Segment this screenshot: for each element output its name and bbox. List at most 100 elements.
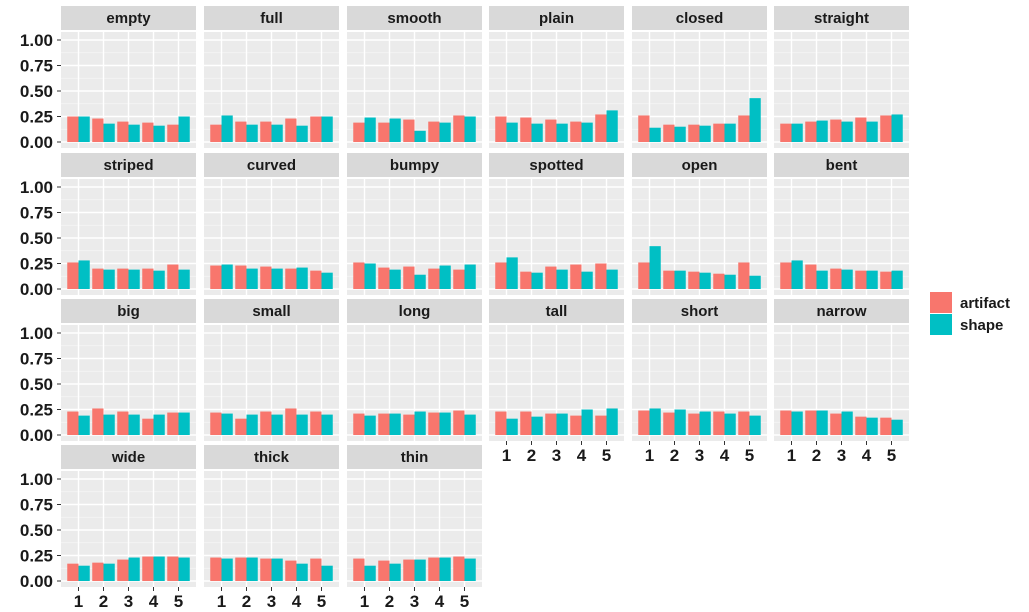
bar-shape	[389, 413, 401, 435]
panel-big: big 0.00 0.25 0.50 0.75 1.00	[20, 299, 196, 445]
y-tick-label: 0.00	[20, 426, 53, 445]
bar-artifact	[855, 117, 867, 142]
bar-shape	[606, 110, 618, 142]
bar-shape	[649, 246, 661, 289]
bar-artifact	[67, 411, 79, 435]
panel-striped: striped 0.00 0.25 0.50 0.75 1.00	[20, 153, 196, 299]
bar-shape	[221, 413, 233, 435]
bar-artifact	[428, 268, 440, 289]
bar-artifact	[403, 266, 415, 289]
bar-shape	[749, 415, 761, 435]
bar-shape	[891, 270, 903, 289]
x-tick-label: 4	[720, 446, 730, 465]
bar-shape	[699, 125, 711, 142]
strip-label: narrow	[816, 303, 866, 320]
bar-artifact	[428, 121, 440, 142]
bar-shape	[271, 558, 283, 581]
bar-artifact	[595, 263, 607, 289]
bar-shape	[699, 272, 711, 289]
bar-artifact	[285, 118, 297, 142]
bar-artifact	[403, 559, 415, 581]
bar-artifact	[117, 268, 129, 289]
strip-background	[204, 445, 339, 469]
x-tick-label: 4	[577, 446, 587, 465]
bar-shape	[816, 410, 828, 435]
bar-shape	[414, 559, 426, 581]
x-tick-label: 5	[317, 592, 326, 611]
x-tick-label: 5	[887, 446, 896, 465]
bar-shape	[246, 124, 258, 142]
panel-narrow: narrow 1 2 3 4 5	[774, 299, 909, 465]
panel-open: open	[632, 153, 767, 295]
bar-artifact	[780, 410, 792, 435]
bar-artifact	[353, 262, 365, 289]
bar-artifact	[570, 121, 582, 142]
y-tick-label: 0.50	[20, 375, 53, 394]
y-tick-label: 0.50	[20, 229, 53, 248]
y-tick-label: 1.00	[20, 470, 53, 489]
strip-label: open	[682, 157, 718, 174]
bar-shape	[791, 411, 803, 435]
bar-shape	[296, 414, 308, 435]
bar-artifact	[570, 264, 582, 289]
legend-label-shape: shape	[960, 317, 1003, 334]
bar-shape	[321, 414, 333, 435]
bar-shape	[649, 408, 661, 435]
x-tick-label: 4	[292, 592, 302, 611]
bar-artifact	[830, 268, 842, 289]
bar-shape	[128, 557, 140, 581]
bar-artifact	[353, 122, 365, 142]
bar-shape	[246, 557, 258, 581]
bar-shape	[178, 557, 190, 581]
bar-artifact	[117, 411, 129, 435]
bar-shape	[103, 563, 115, 581]
bar-shape	[178, 116, 190, 142]
bar-artifact	[495, 116, 507, 142]
bar-shape	[321, 272, 333, 289]
bar-artifact	[453, 115, 465, 142]
bar-artifact	[595, 114, 607, 142]
panel-spotted: spotted	[489, 153, 624, 295]
bar-artifact	[285, 268, 297, 289]
strip-background	[632, 299, 767, 323]
bar-artifact	[310, 558, 322, 581]
bar-shape	[439, 265, 451, 289]
x-tick-label: 4	[435, 592, 445, 611]
bar-artifact	[495, 411, 507, 435]
bar-artifact	[260, 266, 272, 289]
panel-bent: bent	[774, 153, 909, 295]
bar-artifact	[780, 123, 792, 142]
strip-label: closed	[676, 10, 724, 27]
legend-label-artifact: artifact	[960, 295, 1010, 312]
bar-artifact	[880, 417, 892, 435]
strip-background	[632, 153, 767, 177]
bar-artifact	[428, 412, 440, 435]
bar-artifact	[117, 559, 129, 581]
bar-artifact	[210, 412, 222, 435]
bar-shape	[464, 558, 476, 581]
bar-artifact	[260, 558, 272, 581]
bar-shape	[724, 413, 736, 435]
bar-shape	[749, 275, 761, 289]
x-tick-label: 2	[99, 592, 108, 611]
bar-shape	[128, 414, 140, 435]
bar-artifact	[688, 271, 700, 289]
bar-shape	[271, 268, 283, 289]
bar-artifact	[378, 122, 390, 142]
bar-shape	[674, 126, 686, 142]
bar-artifact	[495, 262, 507, 289]
bar-artifact	[92, 268, 104, 289]
bar-shape	[296, 563, 308, 581]
x-tick-label: 1	[360, 592, 369, 611]
bar-artifact	[142, 122, 154, 142]
bar-shape	[128, 269, 140, 289]
x-tick-label: 3	[837, 446, 846, 465]
strip-label: bent	[826, 157, 858, 174]
bar-artifact	[780, 262, 792, 289]
x-tick-label: 2	[385, 592, 394, 611]
bar-artifact	[805, 264, 817, 289]
bar-shape	[271, 124, 283, 142]
panel-curved: curved	[204, 153, 339, 295]
x-tick-label: 1	[74, 592, 83, 611]
bar-shape	[153, 270, 165, 289]
